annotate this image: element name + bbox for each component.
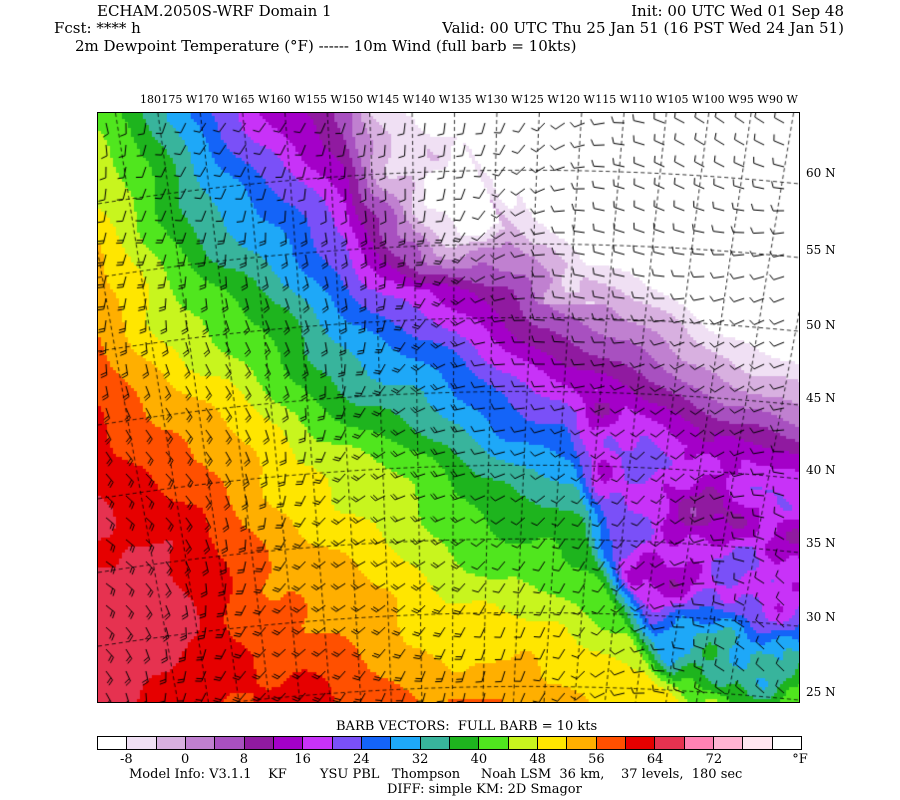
colorbar-label: 16 (294, 752, 311, 767)
model-info: Model Info: V3.1.1 KF YSU PBL Thompson N… (129, 767, 743, 782)
colorbar-swatch (655, 737, 685, 749)
longitude-label: 130 W (486, 93, 523, 106)
longitude-label: 170 W (197, 93, 234, 106)
colorbar-swatch (332, 737, 362, 749)
colorbar-title: BARB VECTORS: FULL BARB = 10 kts (336, 719, 598, 734)
colorbar-label: 8 (239, 752, 249, 767)
longitude-label: 110 W (631, 93, 668, 106)
dewpoint-wind-map (97, 112, 800, 703)
longitude-label: 120 W (559, 93, 595, 106)
colorbar-swatch (479, 737, 509, 749)
valid-time: Valid: 00 UTC Thu 25 Jan 51 (16 PST Wed … (442, 19, 844, 37)
colorbar-swatch (420, 737, 450, 749)
longitude-label: 145 W (378, 93, 415, 106)
diff-info: DIFF: simple KM: 2D Smagor (387, 782, 582, 797)
colorbar-unit: °F (792, 752, 808, 767)
latitude-label: 35 N (806, 536, 836, 550)
longitude-label: 140 W (414, 93, 451, 106)
colorbar-swatch (449, 737, 480, 749)
colorbar-label: 24 (353, 752, 370, 767)
colorbar-label: -8 (120, 752, 133, 767)
colorbar-label: 40 (470, 752, 488, 767)
longitude-label: 155 W (305, 93, 342, 106)
colorbar-label: 64 (646, 752, 664, 767)
latitude-label: 50 N (806, 318, 836, 332)
longitude-label: 180 (140, 93, 161, 106)
latitude-label: 55 N (806, 243, 836, 257)
colorbar-swatch (98, 737, 128, 749)
colorbar-swatch (185, 737, 216, 749)
longitude-label: 115 W (595, 93, 632, 106)
colorbar-swatch (156, 737, 186, 749)
colorbar (97, 736, 802, 750)
latitude-label: 40 N (806, 463, 836, 477)
colorbar-swatch (772, 737, 801, 749)
colorbar-label: 0 (180, 752, 190, 767)
longitude-label: 175 W (161, 93, 198, 106)
latitude-label: 60 N (806, 166, 836, 180)
colorbar-label: 56 (588, 752, 605, 767)
colorbar-swatch (215, 737, 245, 749)
latitude-label: 45 N (806, 391, 836, 405)
colorbar-label: 32 (411, 752, 429, 767)
colorbar-swatch (625, 737, 656, 749)
colorbar-swatch (127, 737, 157, 749)
init-time: Init: 00 UTC Wed 01 Sep 48 (631, 2, 844, 20)
longitude-label: 90 W (769, 93, 798, 106)
longitude-labels: 180 175 W 170 W 165 W 160 W 155 W 150 W 145 W 14… (140, 93, 798, 106)
colorbar-swatch (537, 737, 568, 749)
colorbar-swatch (361, 737, 392, 749)
colorbar-swatch (743, 737, 773, 749)
longitude-label: 100 W (703, 93, 740, 106)
model-title: ECHAM.2050S-WRF Domain 1 (97, 2, 332, 20)
colorbar-swatch (273, 737, 304, 749)
colorbar-swatch (508, 737, 538, 749)
colorbar-swatch (596, 737, 626, 749)
longitude-label: 105 W (667, 93, 704, 106)
colorbar-swatch (713, 737, 744, 749)
colorbar-swatch (303, 737, 333, 749)
latitude-label: 25 N (806, 685, 836, 699)
forecast-hour: Fcst: **** h (54, 19, 141, 37)
colorbar-swatch (391, 737, 421, 749)
longitude-label: 165 W (233, 93, 270, 106)
longitude-label: 160 W (269, 93, 306, 106)
colorbar-swatch (684, 737, 714, 749)
longitude-label: 135 W (450, 93, 487, 106)
colorbar-label: 72 (705, 752, 723, 767)
colorbar-swatch (567, 737, 597, 749)
colorbar-label: 48 (529, 752, 546, 767)
longitude-label: 95 W (739, 93, 769, 106)
longitude-label: 125 W (522, 93, 559, 106)
colorbar-swatch (244, 737, 274, 749)
latitude-label: 30 N (806, 610, 836, 624)
longitude-label: 150 W (342, 93, 378, 106)
field-description: 2m Dewpoint Temperature (°F) ------ 10m … (75, 37, 577, 55)
